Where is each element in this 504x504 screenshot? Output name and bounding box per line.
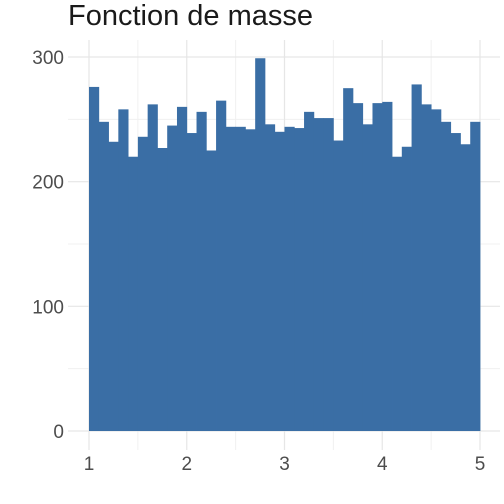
histogram-bar: [411, 84, 422, 431]
y-axis-ticks: 0 100 200 300: [32, 48, 64, 443]
histogram-bar: [304, 111, 315, 431]
x-tick-label: 1: [84, 454, 95, 475]
histogram-bar: [313, 118, 324, 431]
x-tick-label: 5: [475, 454, 486, 475]
histogram-bar: [216, 100, 227, 431]
y-tick-label: 300: [32, 48, 64, 69]
histogram-bar: [98, 121, 109, 432]
y-tick-label: 100: [32, 297, 64, 318]
histogram-bar: [372, 103, 383, 432]
histogram-bar: [470, 121, 481, 432]
histogram-bar: [235, 126, 246, 432]
histogram-bar: [284, 126, 295, 432]
histogram-bar: [167, 125, 178, 432]
histogram-bar: [225, 126, 237, 432]
x-tick-label: 2: [181, 454, 192, 475]
histogram-bar: [157, 148, 168, 432]
histogram-bar: [176, 106, 188, 431]
histogram-bar: [206, 150, 217, 431]
histogram-bar: [294, 128, 305, 431]
histogram-bar: [333, 140, 344, 431]
y-tick-label: 0: [53, 422, 64, 443]
histogram-bar: [128, 156, 139, 431]
histogram-bar: [450, 133, 461, 431]
histogram-bar: [392, 156, 403, 431]
x-tick-label: 3: [279, 454, 290, 475]
x-tick-label: 4: [377, 454, 388, 475]
histogram-bar: [401, 146, 412, 431]
chart-title: Fonction de masse: [68, 0, 314, 32]
histogram-bar: [421, 104, 432, 431]
histogram-bars: [89, 58, 481, 432]
histogram-bar: [440, 121, 452, 432]
histogram-bar: [186, 133, 197, 431]
histogram-bar: [89, 86, 100, 432]
histogram-bar: [352, 103, 364, 432]
histogram-bar: [245, 129, 256, 431]
histogram-bar: [255, 58, 266, 431]
histogram-bar: [460, 144, 471, 431]
x-axis-ticks: 1 2 3 4 5: [84, 454, 486, 475]
histogram-bar: [264, 124, 276, 431]
histogram-bar: [431, 109, 442, 432]
histogram-bar: [362, 124, 373, 431]
histogram-bar: [137, 136, 149, 431]
histogram-bar: [196, 111, 207, 431]
histogram-bar: [323, 118, 334, 431]
histogram-bar: [108, 141, 119, 432]
histogram-bar: [147, 104, 158, 431]
histogram-bar: [118, 109, 129, 432]
histogram-bar: [343, 88, 354, 432]
y-tick-label: 200: [32, 173, 64, 194]
histogram-bar: [382, 101, 393, 431]
histogram-bar: [274, 131, 285, 432]
